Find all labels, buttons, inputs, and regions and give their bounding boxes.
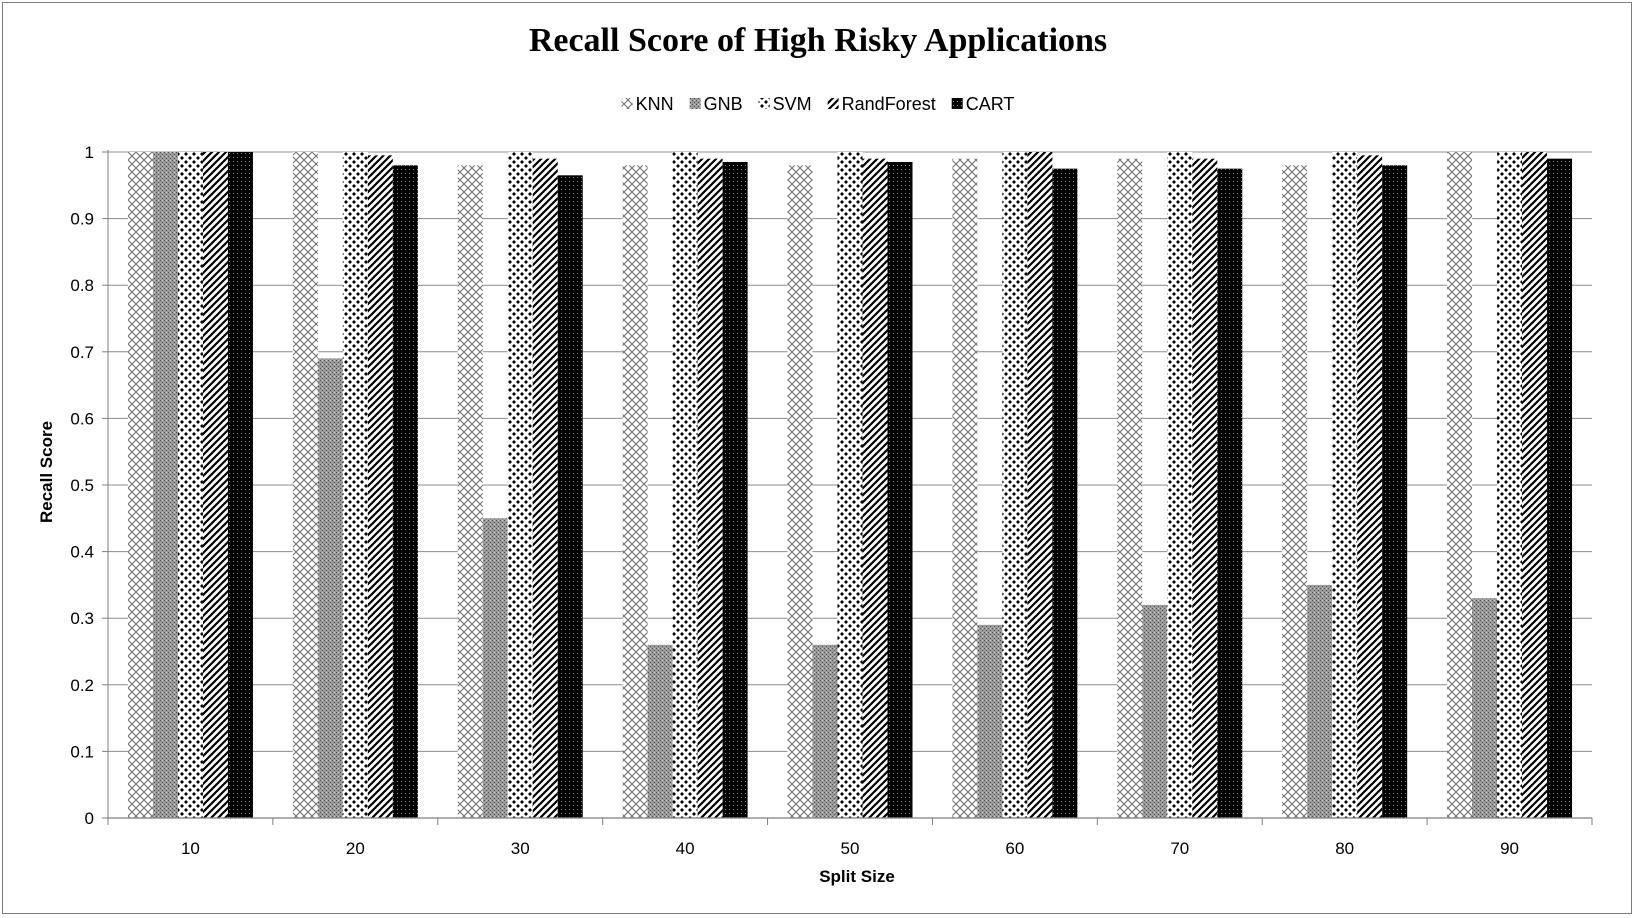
axes: 0 0.1 0.2 0.3 0.4 0.5 0.6 0.7 0.8 0.9 1 10 20 30 40 50 6…: [70, 143, 1593, 858]
bar-randforest-10: [202, 152, 228, 818]
bar-gnb-50: [812, 644, 838, 818]
y-tick-label: 0.6: [70, 409, 94, 428]
bar-gnb-40: [647, 644, 673, 818]
bar-randforest-50: [862, 158, 888, 818]
bar-cart-40: [722, 161, 748, 819]
x-tick-label: 50: [841, 839, 860, 858]
y-tick-label: 0.9: [70, 210, 94, 229]
legend-label: RandForest: [842, 94, 936, 114]
legend-label: SVM: [773, 94, 812, 114]
bar-svm-70: [1167, 152, 1193, 818]
legend: KNN GNB SVM RandForest CART: [621, 94, 1015, 114]
bar-gnb-80: [1307, 584, 1333, 818]
legend-swatch: [758, 98, 770, 109]
x-axis-title: Split Size: [819, 867, 895, 886]
bar-svm-90: [1497, 152, 1523, 818]
bar-cart-10: [227, 152, 253, 818]
legend-item-knn: KNN: [621, 94, 674, 114]
bar-knn-20: [292, 152, 318, 818]
bar-knn-30: [457, 165, 483, 818]
bar-knn-10: [127, 152, 153, 818]
bar-randforest-40: [697, 158, 723, 818]
bar-gnb-60: [977, 624, 1003, 818]
bar-randforest-70: [1192, 158, 1218, 818]
bar-randforest-60: [1027, 152, 1053, 818]
bar-knn-80: [1282, 165, 1308, 818]
x-tick-label: 80: [1335, 839, 1354, 858]
legend-label: GNB: [704, 94, 743, 114]
bar-gnb-90: [1472, 598, 1498, 818]
y-tick-label: 0.3: [70, 609, 94, 628]
bar-cart-60: [1052, 168, 1078, 818]
legend-swatch: [951, 98, 963, 109]
bar-gnb-30: [482, 518, 508, 818]
x-tick-label: 90: [1500, 839, 1519, 858]
bar-knn-60: [952, 158, 978, 818]
y-axis-title: Recall Score: [37, 421, 56, 523]
bar-randforest-80: [1357, 155, 1383, 818]
legend-item-randforest: RandForest: [827, 94, 936, 114]
bar-cart-70: [1217, 168, 1243, 818]
bar-randforest-90: [1522, 152, 1548, 818]
bar-cart-50: [887, 161, 913, 819]
bar-svm-40: [672, 152, 698, 818]
x-tick-label: 40: [676, 839, 695, 858]
bar-svm-60: [1002, 152, 1028, 818]
bar-svm-20: [342, 152, 368, 818]
y-tick-label: 0.8: [70, 276, 94, 295]
y-tick-label: 0.7: [70, 343, 94, 362]
legend-label: CART: [966, 94, 1015, 114]
bar-cart-90: [1547, 158, 1573, 818]
bar-svm-30: [507, 152, 533, 818]
legend-swatch: [689, 98, 701, 109]
bar-gnb-20: [317, 358, 343, 818]
bar-cart-20: [392, 165, 418, 818]
y-tick-label: 0.1: [70, 742, 94, 761]
y-tick-label: 0: [85, 809, 94, 828]
bar-knn-40: [622, 165, 648, 818]
bar-cart-30: [557, 175, 583, 818]
x-tick-label: 20: [346, 839, 365, 858]
y-tick-label: 0.4: [70, 543, 94, 562]
bar-gnb-70: [1142, 604, 1168, 818]
bars: [127, 152, 1573, 819]
y-tick-label: 0.2: [70, 676, 94, 695]
bar-knn-50: [787, 165, 813, 818]
bar-randforest-20: [367, 155, 393, 818]
bar-randforest-30: [532, 158, 558, 818]
legend-swatch: [827, 98, 839, 109]
y-tick-label: 0.5: [70, 476, 94, 495]
legend-label: KNN: [636, 94, 674, 114]
x-tick-label: 70: [1170, 839, 1189, 858]
y-tick-label: 1: [85, 143, 94, 162]
chart-title: Recall Score of High Risky Applications: [528, 22, 1108, 59]
x-tick-label: 60: [1005, 839, 1024, 858]
x-tick-label: 30: [511, 839, 530, 858]
bar-svm-80: [1332, 152, 1358, 818]
legend-item-cart: CART: [951, 94, 1015, 114]
bar-gnb-10: [152, 152, 178, 818]
bar-svm-10: [177, 152, 203, 818]
bar-knn-90: [1447, 152, 1473, 818]
bar-cart-80: [1382, 165, 1408, 818]
legend-item-gnb: GNB: [689, 94, 743, 114]
bar-knn-70: [1117, 158, 1143, 818]
bar-svm-50: [837, 152, 863, 818]
legend-swatch: [621, 98, 633, 109]
x-tick-label: 10: [181, 839, 200, 858]
legend-item-svm: SVM: [758, 94, 812, 114]
